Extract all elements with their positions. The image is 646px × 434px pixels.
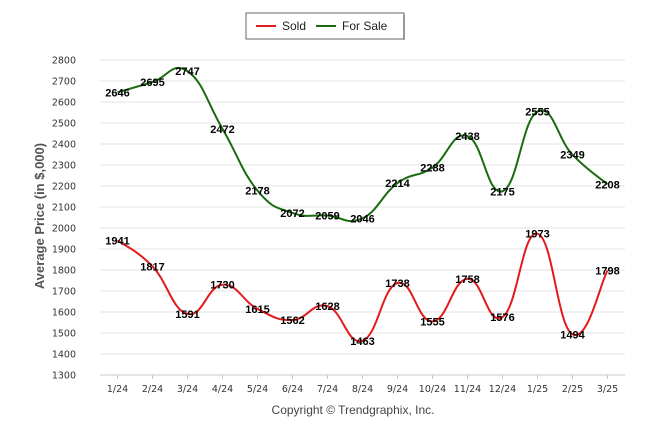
x-tick-label: 2/24	[142, 384, 163, 395]
data-label-for-sale: 2072	[280, 208, 304, 220]
data-label-sold: 1494	[560, 329, 585, 341]
x-tick-label: 3/24	[177, 384, 198, 395]
data-label-sold: 1555	[420, 316, 444, 328]
copyright-footer: Copyright © Trendgraphix, Inc.	[272, 403, 435, 417]
data-label-for-sale: 2059	[315, 211, 339, 223]
x-tick-label: 9/24	[387, 384, 408, 395]
x-tick-label: 1/25	[527, 384, 548, 395]
x-tick-label: 8/24	[352, 384, 373, 395]
data-label-for-sale: 2747	[175, 66, 199, 78]
data-label-for-sale: 2208	[595, 179, 619, 191]
y-tick-label: 1500	[52, 329, 76, 340]
x-tick-label: 7/24	[317, 384, 338, 395]
y-tick-label: 2700	[52, 77, 76, 88]
x-axis-ticks: 1/24 2/24 3/24 4/24 5/24 6/24 7/24 8/24 9/24 10/2…	[107, 375, 618, 395]
data-labels: 1941 1817 1591 1730 1615 1562 1628 1463 1738 1555…	[105, 66, 619, 348]
data-label-sold: 1628	[315, 301, 339, 313]
y-tick-label: 2200	[52, 182, 76, 193]
y-tick-label: 1900	[52, 245, 76, 256]
data-label-for-sale: 2438	[455, 131, 479, 143]
y-tick-label: 2600	[52, 98, 76, 109]
legend: Sold For Sale	[245, 12, 405, 40]
data-label-sold: 1562	[280, 315, 304, 327]
data-label-for-sale: 2288	[420, 163, 444, 175]
x-tick-label: 2/25	[562, 384, 583, 395]
legend-label-sold: Sold	[282, 19, 306, 33]
data-label-for-sale: 2349	[560, 150, 584, 162]
data-label-sold: 1758	[455, 274, 479, 286]
x-tick-label: 6/24	[282, 384, 303, 395]
x-tick-label: 11/24	[454, 384, 481, 395]
y-tick-label: 2300	[52, 161, 76, 172]
y-axis-label: Average Price (in $,000)	[32, 143, 47, 289]
data-label-sold: 1591	[175, 309, 199, 321]
x-tick-label: 10/24	[419, 384, 446, 395]
data-label-sold: 1798	[595, 265, 619, 277]
series-line-for-sale	[117, 66, 609, 223]
gridlines	[100, 59, 625, 376]
data-label-sold: 1615	[245, 304, 269, 316]
y-tick-label: 1600	[52, 308, 76, 319]
y-tick-label: 1300	[52, 371, 76, 382]
x-tick-label: 1/24	[107, 384, 128, 395]
y-tick-label: 2800	[52, 56, 76, 67]
y-tick-label: 1400	[52, 350, 76, 361]
data-label-sold: 1941	[105, 235, 129, 247]
y-tick-label: 1700	[52, 287, 76, 298]
data-label-sold: 1738	[385, 278, 409, 290]
x-tick-label: 5/24	[247, 384, 268, 395]
data-label-sold: 1463	[350, 336, 374, 348]
data-label-for-sale: 2695	[140, 77, 164, 89]
x-tick-label: 4/24	[212, 384, 233, 395]
x-tick-label: 3/25	[597, 384, 618, 395]
data-label-for-sale: 2472	[210, 124, 234, 136]
data-label-sold: 1817	[140, 261, 164, 273]
series-line-sold	[116, 232, 609, 343]
y-tick-label: 1800	[52, 266, 76, 277]
y-axis-ticks: 1300 1400 1500 1600 1700 1800 1900 2000 2100 2200…	[52, 56, 76, 382]
y-tick-label: 2400	[52, 140, 76, 151]
data-label-for-sale: 2214	[385, 178, 410, 190]
data-label-for-sale: 2178	[245, 186, 269, 198]
data-label-sold: 1576	[490, 312, 514, 324]
data-label-sold: 1973	[525, 229, 549, 241]
data-label-for-sale: 2646	[105, 87, 129, 99]
data-label-for-sale: 2046	[350, 213, 374, 225]
data-label-sold: 1730	[210, 280, 234, 292]
y-tick-label: 2000	[52, 224, 76, 235]
y-tick-label: 2500	[52, 119, 76, 130]
series-layer	[116, 66, 609, 343]
x-tick-label: 12/24	[489, 384, 516, 395]
y-tick-label: 2100	[52, 203, 76, 214]
data-label-for-sale: 2175	[490, 186, 514, 198]
legend-label-for-sale: For Sale	[342, 19, 388, 33]
data-label-for-sale: 2555	[525, 106, 549, 118]
